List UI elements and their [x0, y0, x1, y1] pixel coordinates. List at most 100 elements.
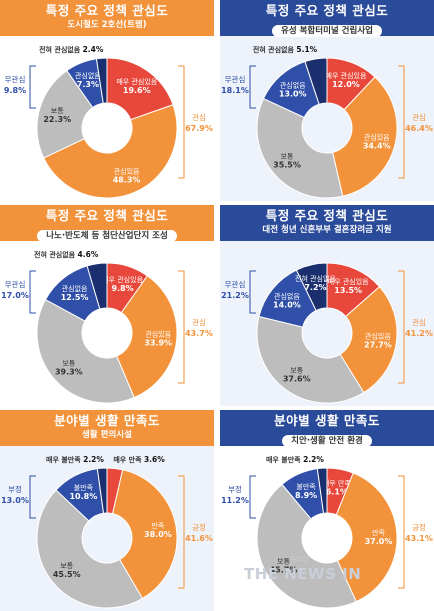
- chart-header: 분야별 생활 만족도 치안·생활 안전 환경: [220, 410, 434, 447]
- slice-label-name: 전혀 관심없음: [295, 274, 336, 283]
- chart-subtitle: 치안·생활 안전 환경: [282, 435, 372, 447]
- slice-label-value: 45.5%: [53, 570, 81, 579]
- slice-label-value: 14.0%: [273, 301, 301, 310]
- donut-slice: [256, 315, 365, 404]
- slice-label-name: 관심있음: [145, 330, 171, 339]
- chart-subtitle: 생활 편의시설: [82, 430, 132, 440]
- group-value-negative: 9.8%: [4, 86, 26, 95]
- donut-slice: [295, 262, 328, 312]
- slice-label-value: 27.7%: [364, 341, 392, 350]
- slice-label-value: 38.0%: [144, 530, 172, 539]
- group-value-negative: 11.2%: [221, 496, 249, 505]
- donut-slice: [332, 76, 398, 197]
- group-value-positive: 41.2%: [405, 329, 433, 338]
- slice-label-name: 보통: [51, 107, 64, 115]
- bracket-positive: [398, 65, 405, 179]
- chart-panel-4: 특정 주요 정책 관심도 대전 청년 신혼부부 결혼장려금 지원 매우 관심있음…: [220, 205, 434, 406]
- slice-label-name: 전혀 관심없음: [253, 45, 297, 54]
- donut-slice: [36, 298, 135, 404]
- bracket-positive: [178, 65, 185, 179]
- donut-slice: [339, 286, 398, 394]
- donut-slice: [116, 275, 178, 399]
- donut-slice: [36, 489, 144, 609]
- slice-label-outside: 매우 불만족 2.2%: [266, 455, 324, 464]
- donut-slice: [304, 57, 328, 105]
- group-value-negative: 18.1%: [221, 86, 249, 95]
- bracket-negative: [249, 475, 256, 519]
- chart-panel-2: 특정 주요 정책 관심도 유성 복합터미널 건립사업 매우 관심있음 12.0% 관…: [220, 0, 434, 201]
- slice-label-name: 불만족: [296, 482, 316, 491]
- group-label-negative: 부정: [228, 484, 242, 494]
- donut-slice: [96, 467, 108, 514]
- bracket-positive: [398, 475, 405, 589]
- bracket-positive: [398, 270, 405, 384]
- group-label-negative: 무관심: [225, 279, 246, 289]
- slice-label-name: 매우 만족: [113, 455, 144, 464]
- chart-subtitle: 유성 복합터미널 건립사업: [272, 25, 382, 37]
- donut-slice: [335, 472, 398, 603]
- slice-label-value: 37.6%: [283, 375, 311, 384]
- slice-label-value: 13.5%: [334, 286, 362, 295]
- slice-label-value: 3.6%: [144, 455, 165, 464]
- chart-title: 특정 주요 정책 관심도: [265, 208, 389, 223]
- slice-label-value: 45.7%: [270, 566, 298, 575]
- group-value-positive: 43.1%: [405, 534, 433, 543]
- slice-label-name: 만족: [151, 521, 164, 530]
- slice-label-outside: 전혀 관심없음 4.6%: [34, 250, 99, 259]
- bracket-positive: [178, 475, 185, 589]
- bracket-negative: [249, 270, 256, 314]
- bracket-negative: [29, 65, 36, 109]
- slice-label-name: 관심없음: [274, 292, 300, 301]
- group-value-negative: 21.2%: [221, 291, 249, 300]
- chart-header: 특정 주요 정책 관심도 도시철도 2호선(트램): [0, 0, 214, 36]
- bracket-negative: [29, 270, 36, 314]
- group-label-positive: 긍정: [412, 522, 426, 532]
- watermark-logo: THE NEWS IN: [244, 565, 362, 583]
- donut-slice: [43, 104, 178, 199]
- slice-label-name: 매우 불만족: [266, 455, 303, 464]
- chart-subtitle: 도시철도 2호선(트램): [67, 20, 147, 30]
- slice-label-name: 관심없음: [280, 81, 306, 90]
- slice-label-name: 만족: [372, 528, 385, 537]
- slice-label-name: 보통: [281, 152, 294, 160]
- group-label-positive: 관심: [412, 317, 426, 327]
- group-value-negative: 13.0%: [1, 496, 29, 505]
- slice-label-name: 보통: [62, 360, 75, 368]
- chart-header: 특정 주요 정책 관심도 나노·반도체 등 첨단산업단지 조성: [0, 205, 214, 242]
- slice-label-value: 19.6%: [123, 86, 151, 95]
- slice-label-name: 관심있음: [365, 332, 391, 341]
- slice-label-name: 매우 관심있음: [326, 71, 367, 80]
- group-value-positive: 67.9%: [185, 124, 213, 133]
- slice-label-outside: 매우 불만족 2.2%: [46, 455, 104, 464]
- slice-label-name: 매우 불만족: [46, 455, 83, 464]
- group-value-positive: 41.6%: [185, 534, 213, 543]
- slice-label-value: 13.0%: [279, 90, 307, 99]
- chart-subtitle: 대전 청년 신혼부부 결혼장려금 지원: [262, 225, 392, 235]
- slice-label-value: 39.3%: [55, 368, 83, 377]
- slice-label-value: 2.2%: [83, 455, 104, 464]
- slice-label-name: 관심없음: [62, 284, 88, 293]
- slice-label-outside: 전혀 관심없음 5.1%: [253, 45, 318, 54]
- chart-header: 분야별 생활 만족도 생활 편의시설: [0, 410, 214, 446]
- donut-slice: [256, 483, 357, 609]
- chart-title: 특정 주요 정책 관심도: [45, 208, 169, 223]
- group-label-positive: 관심: [192, 112, 206, 122]
- chart-title: 분야별 생활 만족도: [274, 413, 380, 428]
- slice-label-value: 2.2%: [303, 455, 324, 464]
- slice-label-name: 불만족: [74, 483, 94, 492]
- bracket-positive: [178, 270, 185, 384]
- slice-label-value: 8.9%: [295, 491, 317, 500]
- group-label-positive: 관심: [192, 317, 206, 327]
- group-label-positive: 긍정: [192, 522, 206, 532]
- donut-slice: [106, 57, 174, 121]
- donut-slice: [256, 97, 344, 199]
- chart-panel-6: 분야별 생활 만족도 치안·생활 안전 환경 매우 만족 6.1% 만족 37.0% 보…: [220, 410, 434, 611]
- slice-label-name: 매우 관심있음: [328, 277, 369, 286]
- group-label-negative: 무관심: [225, 74, 246, 84]
- slice-label-name: 매우 관심있음: [116, 77, 157, 86]
- group-label-negative: 무관심: [5, 279, 26, 289]
- donut-slice: [95, 57, 108, 104]
